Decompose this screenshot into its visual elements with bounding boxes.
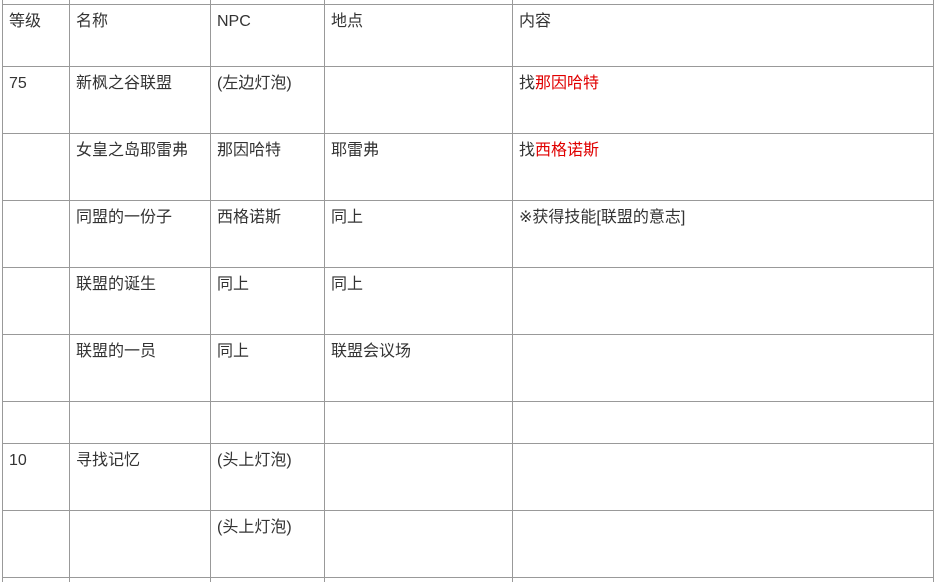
cell-npc: 同上 bbox=[210, 334, 325, 402]
content-text: 找 bbox=[519, 142, 536, 159]
table-row-empty bbox=[2, 401, 934, 444]
cell-content bbox=[512, 577, 934, 582]
cell-npc: 同上 bbox=[210, 267, 325, 335]
table-row: 联盟的一员 同上 联盟会议场 bbox=[2, 334, 934, 402]
cell-name: 新枫之谷联盟 bbox=[69, 66, 211, 134]
cell-name: 寻找记忆 bbox=[69, 443, 211, 511]
cell-content: 找那因哈特 bbox=[512, 66, 934, 134]
cell-npc bbox=[210, 401, 325, 444]
cell-place bbox=[324, 510, 513, 578]
table-row: 10 寻找记忆 (头上灯泡) bbox=[2, 443, 934, 511]
cell-level bbox=[2, 401, 70, 444]
table-row: (头上灯泡) bbox=[2, 510, 934, 578]
cell-name: 联盟的一员 bbox=[69, 334, 211, 402]
cell-name bbox=[69, 577, 211, 582]
cell-content bbox=[512, 443, 934, 511]
cell-content bbox=[512, 334, 934, 402]
cell-name: 同盟的一份子 bbox=[69, 200, 211, 268]
table-header-row: 等级 名称 NPC 地点 内容 bbox=[2, 4, 934, 67]
cell-level bbox=[2, 510, 70, 578]
cell-level bbox=[2, 577, 70, 582]
cell-level bbox=[2, 334, 70, 402]
table-row: 女皇之岛耶雷弗 那因哈特 耶雷弗 找西格诺斯 bbox=[2, 133, 934, 201]
content-highlight-npc-name: 西格诺斯 bbox=[535, 142, 600, 159]
cell-place: 同上 bbox=[324, 267, 513, 335]
cell-npc: (头上灯泡) bbox=[210, 510, 325, 578]
table-row: 联盟的诞生 同上 同上 bbox=[2, 267, 934, 335]
cell-level bbox=[2, 133, 70, 201]
cell-name: 女皇之岛耶雷弗 bbox=[69, 133, 211, 201]
cell-level: 75 bbox=[2, 66, 70, 134]
cell-name: 联盟的诞生 bbox=[69, 267, 211, 335]
content-text: ※获得技能[联盟的意志] bbox=[519, 209, 686, 226]
header-npc: NPC bbox=[210, 4, 325, 67]
cell-place: 耶雷弗 bbox=[324, 133, 513, 201]
cell-place: 联盟会议场 bbox=[324, 334, 513, 402]
table-row: 75 新枫之谷联盟 (左边灯泡) 找那因哈特 bbox=[2, 66, 934, 134]
cell-level bbox=[2, 267, 70, 335]
content-text: 找 bbox=[519, 75, 536, 92]
header-place: 地点 bbox=[324, 4, 513, 67]
cell-place: 同上 bbox=[324, 200, 513, 268]
header-content: 内容 bbox=[512, 4, 934, 67]
cell-content: 找西格诺斯 bbox=[512, 133, 934, 201]
cell-level bbox=[2, 200, 70, 268]
cell-place bbox=[324, 577, 513, 582]
cell-npc: 西格诺斯 bbox=[210, 200, 325, 268]
cell-content bbox=[512, 267, 934, 335]
content-highlight-npc-name: 那因哈特 bbox=[535, 75, 600, 92]
cell-place bbox=[324, 66, 513, 134]
table-row: 同盟的一份子 西格诺斯 同上 ※获得技能[联盟的意志] bbox=[2, 200, 934, 268]
cell-place bbox=[324, 443, 513, 511]
cell-name bbox=[69, 401, 211, 444]
cell-place bbox=[324, 401, 513, 444]
cell-npc: 那因哈特 bbox=[210, 133, 325, 201]
header-level: 等级 bbox=[2, 4, 70, 67]
cell-name bbox=[69, 510, 211, 578]
cell-level: 10 bbox=[2, 443, 70, 511]
cell-npc: (左边灯泡) bbox=[210, 66, 325, 134]
cell-content: ※获得技能[联盟的意志] bbox=[512, 200, 934, 268]
header-name: 名称 bbox=[69, 4, 211, 67]
clipped-row-bottom bbox=[2, 577, 934, 582]
cell-content bbox=[512, 401, 934, 444]
cell-npc bbox=[210, 577, 325, 582]
cell-npc: (头上灯泡) bbox=[210, 443, 325, 511]
cell-content bbox=[512, 510, 934, 578]
